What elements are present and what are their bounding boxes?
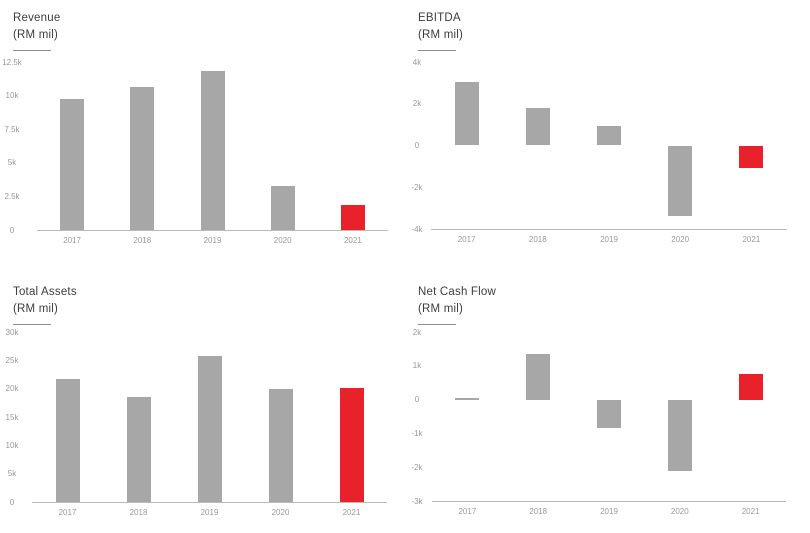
chart-unit-label: (RM mil) xyxy=(418,29,464,41)
y-tick-label: 4k xyxy=(412,57,422,67)
plot-area: 30k 25k 20k 15k 10k 5k 0 2017 2018 2019 2020 2021 xyxy=(0,266,405,533)
y-tick-label: 7.5k xyxy=(4,124,20,134)
bar-2020 xyxy=(668,145,693,217)
bar-2021 xyxy=(738,373,763,400)
title-underline xyxy=(13,50,51,51)
title-underline xyxy=(13,324,51,325)
y-tick-label: 1k xyxy=(412,361,422,371)
bar-2021 xyxy=(340,205,365,230)
bar-2020 xyxy=(268,389,293,502)
chart-unit-label: (RM mil) xyxy=(13,29,59,41)
y-tick-label: 5k xyxy=(7,469,17,479)
x-axis-label: 2020 xyxy=(273,236,292,245)
y-tick-label: 2k xyxy=(412,99,422,109)
y-tick-label: 20k xyxy=(5,384,19,394)
bar-2019 xyxy=(197,356,222,502)
bar-2019 xyxy=(597,125,621,146)
y-tick-label: 0 xyxy=(414,395,420,405)
chart-unit-label: (RM mil) xyxy=(418,303,464,315)
y-tick-label: -3k xyxy=(411,496,423,506)
bar-2018 xyxy=(130,86,155,230)
x-axis-line xyxy=(432,501,786,502)
plot-area: 2k 1k 0 -1k -2k -3k 2017 2018 2019 2020 2021 xyxy=(405,266,810,533)
chart-header: Net Cash Flow (RM mil) xyxy=(418,284,496,325)
chart-title: Revenue xyxy=(13,12,61,24)
plot-area: 4k 2k 0 -2k -4k 2017 2018 2019 2020 2021 xyxy=(405,0,810,266)
x-axis-line xyxy=(37,230,388,231)
bar-2021 xyxy=(739,145,764,169)
chart-ebitda: EBITDA (RM mil) 4k 2k 0 -2k -4k 2017 2018 2019 2… xyxy=(405,0,810,266)
y-tick-label: 10k xyxy=(5,91,19,101)
x-axis-label: 2017 xyxy=(58,508,77,517)
x-axis-label: 2017 xyxy=(458,507,477,516)
y-tick-label: -1k xyxy=(411,428,423,438)
plot-area: 12.5k 10k 7.5k 5k 2.5k 0 2017 2018 2019 2020 2021 xyxy=(0,0,405,266)
x-axis-line xyxy=(32,502,387,503)
x-axis-label: 2020 xyxy=(670,507,689,516)
x-axis-line xyxy=(431,229,787,230)
y-tick-label: 2.5k xyxy=(4,191,20,201)
title-underline xyxy=(418,50,456,51)
x-axis-label: 2018 xyxy=(133,236,152,245)
bar-2021 xyxy=(339,388,364,502)
y-tick-label: 0 xyxy=(414,141,420,150)
y-tick-label: 0 xyxy=(9,225,15,235)
bar-2020 xyxy=(270,186,295,230)
y-tick-label: -4k xyxy=(411,224,423,234)
x-axis-label: 2021 xyxy=(343,236,362,245)
y-tick-label: 2k xyxy=(412,327,422,337)
x-axis-label: 2019 xyxy=(600,507,618,516)
bar-2019 xyxy=(200,70,225,230)
x-axis-label: 2018 xyxy=(529,507,548,516)
chart-title: Net Cash Flow xyxy=(418,286,497,298)
bar-2018 xyxy=(526,353,551,400)
chart-title: EBITDA xyxy=(418,12,461,24)
y-tick-label: 15k xyxy=(5,412,19,422)
chart-header: Total Assets (RM mil) xyxy=(13,284,77,325)
chart-total-assets: Total Assets (RM mil) 30k 25k 20k 15k 10k 5k 0… xyxy=(0,266,405,533)
y-tick-label: 10k xyxy=(5,440,19,450)
x-axis-label: 2021 xyxy=(342,508,361,517)
bar-2017 xyxy=(60,99,85,230)
x-axis-label: 2021 xyxy=(742,235,761,244)
x-axis-label: 2017 xyxy=(63,236,81,245)
x-axis-label: 2019 xyxy=(600,235,618,244)
y-tick-label: 25k xyxy=(5,355,19,365)
chart-net-cash-flow: Net Cash Flow (RM mil) 2k 1k 0 -1k -2k -3k 201… xyxy=(405,266,810,533)
chart-unit-label: (RM mil) xyxy=(13,303,59,315)
y-tick-label: 30k xyxy=(5,327,19,337)
x-axis-label: 2020 xyxy=(271,508,290,517)
x-axis-label: 2019 xyxy=(200,508,219,517)
y-tick-label: 5k xyxy=(7,158,17,168)
chart-revenue: Revenue (RM mil) 12.5k 10k 7.5k 5k 2.5k 0 2017… xyxy=(0,0,405,266)
y-tick-label: 12.5k xyxy=(2,57,22,67)
bar-2018 xyxy=(525,107,550,146)
bar-2017 xyxy=(455,397,480,400)
x-axis-label: 2020 xyxy=(671,235,690,244)
y-tick-label: 0 xyxy=(9,497,15,507)
bar-2017 xyxy=(454,81,479,146)
bar-2017 xyxy=(55,379,80,502)
chart-header: EBITDA (RM mil) xyxy=(418,10,463,51)
x-axis-label: 2021 xyxy=(741,507,760,516)
bar-2019 xyxy=(597,399,621,428)
chart-header: Revenue (RM mil) xyxy=(13,10,60,51)
y-tick-label: -2k xyxy=(411,182,423,192)
chart-title: Total Assets xyxy=(13,286,77,298)
x-axis-label: 2019 xyxy=(203,236,222,245)
x-axis-label: 2017 xyxy=(457,235,476,244)
y-tick-label: -2k xyxy=(411,462,423,472)
x-axis-label: 2018 xyxy=(528,235,547,244)
title-underline xyxy=(418,324,456,325)
bar-2018 xyxy=(126,396,151,502)
bar-2020 xyxy=(667,399,692,471)
x-axis-label: 2018 xyxy=(129,508,148,517)
